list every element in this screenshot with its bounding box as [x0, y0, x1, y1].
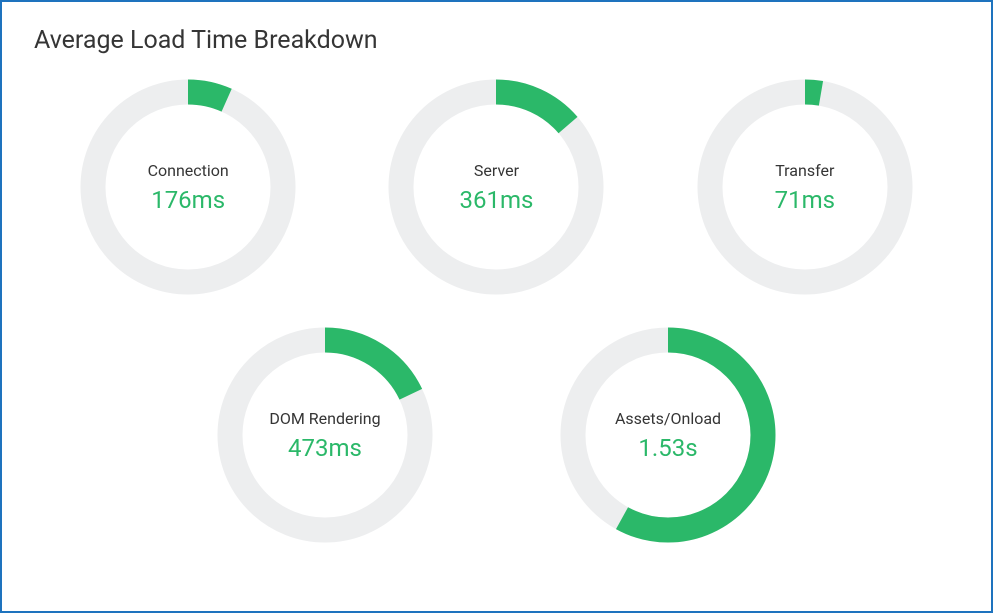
donut-assets-onload: Assets/Onload 1.53s — [556, 323, 780, 547]
donut-transfer: Transfer 71ms — [693, 75, 917, 299]
donut-center: Assets/Onload 1.53s — [615, 409, 721, 462]
donut-label: Assets/Onload — [615, 409, 721, 428]
donut-value: 361ms — [460, 186, 534, 214]
donut-center: Connection 176ms — [148, 161, 229, 214]
chart-row-2: DOM Rendering 473ms Assets/Onload 1.53s — [34, 323, 959, 547]
chart-row-1: Connection 176ms Server 361ms Transfer 71ms — [34, 75, 959, 299]
donut-center: DOM Rendering 473ms — [269, 409, 380, 462]
donut-value: 71ms — [775, 186, 835, 214]
donut-label: Transfer — [775, 161, 835, 180]
donut-label: Server — [460, 161, 534, 180]
panel-title: Average Load Time Breakdown — [34, 26, 959, 55]
donut-label: Connection — [148, 161, 229, 180]
donut-label: DOM Rendering — [269, 409, 380, 428]
donut-server: Server 361ms — [384, 75, 608, 299]
charts-wrap: Connection 176ms Server 361ms Transfer 71ms… — [34, 75, 959, 547]
donut-value: 1.53s — [615, 434, 721, 462]
load-time-panel: Average Load Time Breakdown Connection 17… — [0, 0, 993, 613]
donut-dom-rendering: DOM Rendering 473ms — [213, 323, 437, 547]
donut-connection: Connection 176ms — [76, 75, 300, 299]
donut-value: 473ms — [269, 434, 380, 462]
donut-value: 176ms — [148, 186, 229, 214]
donut-center: Transfer 71ms — [775, 161, 835, 214]
donut-center: Server 361ms — [460, 161, 534, 214]
